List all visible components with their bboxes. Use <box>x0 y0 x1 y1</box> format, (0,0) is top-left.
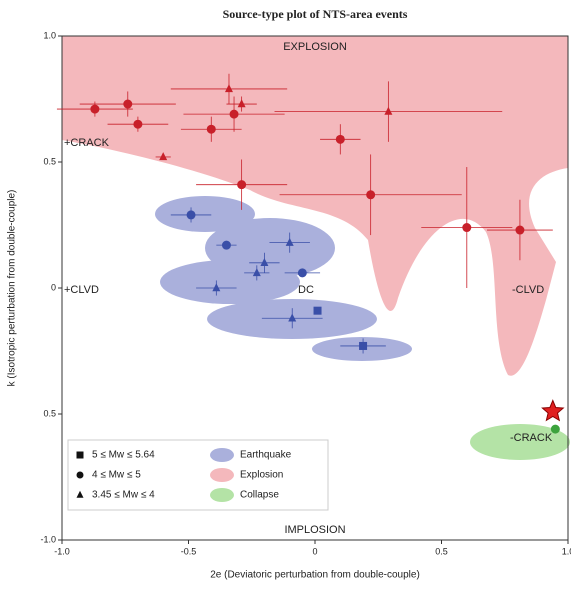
marker <box>229 109 239 119</box>
legend-swatch <box>210 488 234 502</box>
x-axis-label: 2e (Deviatoric perturbation from double-… <box>210 570 420 581</box>
legend-label: 3.45 ≤ Mw ≤ 4 <box>92 490 155 501</box>
legend-label: 4 ≤ Mw ≤ 5 <box>92 470 141 481</box>
marker <box>186 210 196 220</box>
marker <box>133 119 143 129</box>
legend-swatch <box>210 448 234 462</box>
marker <box>260 258 269 266</box>
y-axis-label: k (Isotropic perturbation from double-co… <box>7 190 18 387</box>
y-tick-label: 1.0 <box>43 30 56 40</box>
legend-label: Collapse <box>240 490 279 501</box>
x-tick-label: 0 <box>312 546 317 556</box>
marker <box>285 237 294 246</box>
y-tick-label: 0 <box>51 282 56 292</box>
x-tick-label: -1.0 <box>54 546 70 556</box>
marker <box>212 283 221 292</box>
annotation: -CLVD <box>512 284 544 296</box>
marker <box>366 190 376 200</box>
marker <box>76 471 84 479</box>
marker <box>550 424 560 434</box>
legend-label: 5 ≤ Mw ≤ 5.64 <box>92 450 155 461</box>
marker <box>252 268 261 277</box>
marker <box>123 99 133 109</box>
y-tick-label: 0.5 <box>43 156 56 166</box>
annotation: +CRACK <box>64 137 110 149</box>
y-tick-label: 0.5 <box>43 408 56 418</box>
y-tick-label: -1.0 <box>40 534 56 544</box>
marker <box>297 268 307 278</box>
x-tick-label: -0.5 <box>181 546 197 556</box>
marker <box>206 124 216 134</box>
marker <box>90 104 100 114</box>
marker <box>224 84 233 93</box>
legend <box>67 439 329 511</box>
legend-swatch <box>210 468 234 482</box>
marker <box>359 341 368 350</box>
legend-label: Earthquake <box>240 450 292 461</box>
regions <box>62 36 570 460</box>
marker <box>515 225 525 235</box>
annotation: EXPLOSION <box>283 41 347 53</box>
marker <box>384 106 393 115</box>
marker <box>237 180 247 190</box>
marker <box>462 223 472 233</box>
ellipse <box>160 260 300 304</box>
marker <box>237 99 246 108</box>
explosion-region <box>62 36 568 376</box>
marker <box>335 134 345 144</box>
marker <box>288 313 297 322</box>
ellipse <box>155 196 255 232</box>
marker <box>313 306 322 315</box>
x-tick-label: 0.5 <box>435 546 448 556</box>
marker <box>76 451 84 459</box>
annotation: -CRACK <box>510 432 553 444</box>
marker <box>221 240 231 250</box>
chart-title: Source-type plot of NTS-area events <box>223 7 408 21</box>
legend-label: Explosion <box>240 470 283 481</box>
annotation: IMPLOSION <box>284 524 345 536</box>
marker <box>541 399 565 422</box>
x-tick-label: 1.0 <box>562 546 571 556</box>
annotation: +CLVD <box>64 284 99 296</box>
collapse-region <box>470 424 570 460</box>
marker <box>159 152 168 161</box>
annotation: DC <box>298 284 314 296</box>
marker <box>76 490 84 498</box>
